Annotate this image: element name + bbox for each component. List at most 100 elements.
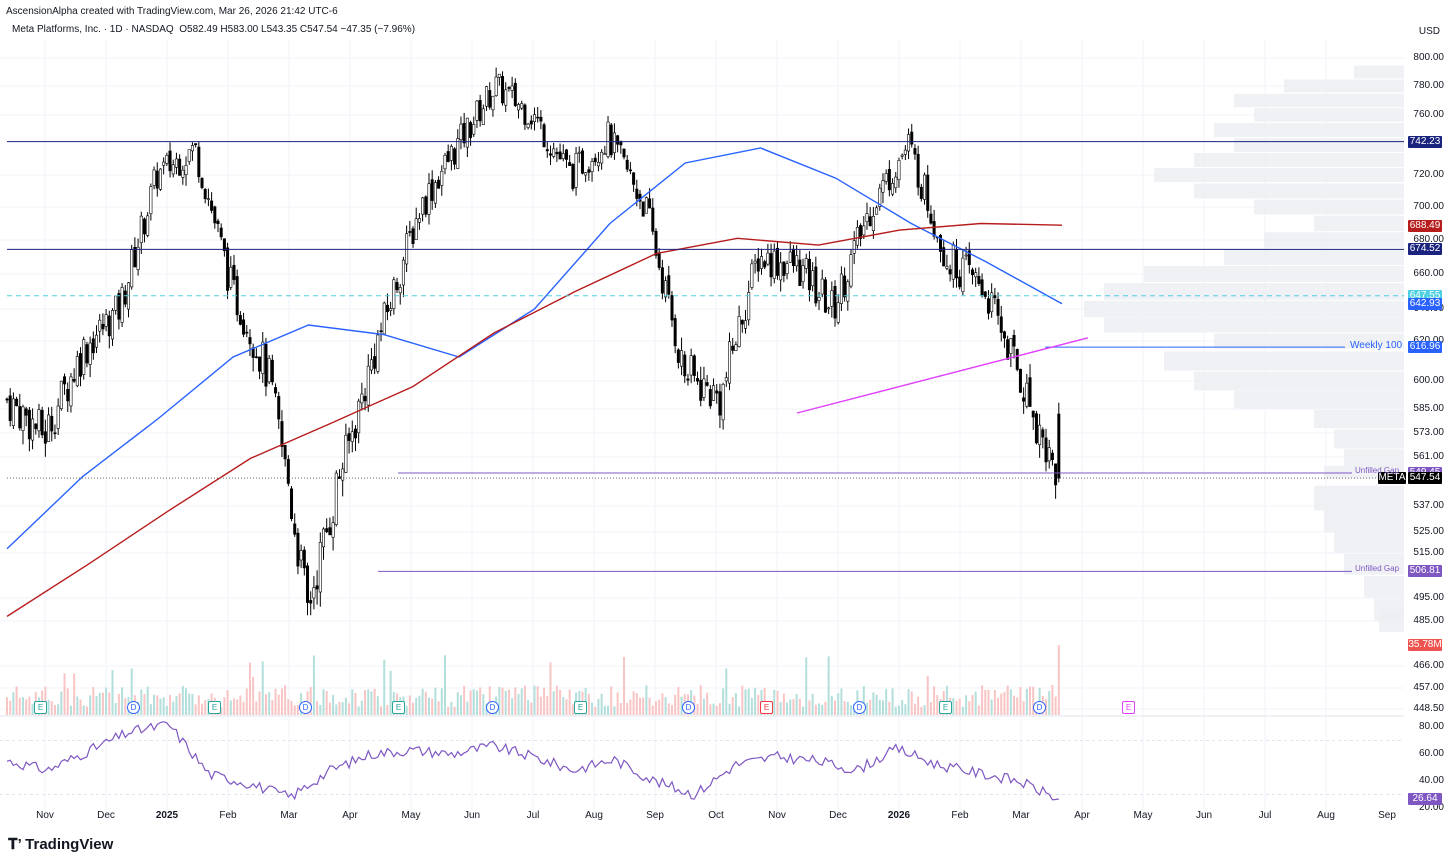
volume-bar: [277, 694, 280, 715]
volume-bar: [1009, 689, 1012, 715]
volume-bar: [718, 703, 721, 715]
candle-body: [939, 235, 943, 252]
volume-bar: [1006, 685, 1009, 715]
candle-body: [494, 76, 498, 96]
volume-bar: [114, 702, 117, 715]
volume-bar: [971, 695, 974, 715]
volume-bar: [786, 702, 789, 715]
volume-bar: [440, 688, 443, 715]
volume-bar: [475, 690, 478, 715]
volume-bar: [264, 694, 267, 715]
candle-body: [504, 89, 508, 106]
volume-profile-bar: [1334, 532, 1404, 553]
earnings-marker[interactable]: E: [208, 701, 221, 714]
candle-body: [814, 266, 818, 304]
candle-body: [817, 296, 821, 301]
volume-bar: [153, 694, 156, 715]
volume-bar: [875, 694, 878, 715]
candle-body: [24, 408, 28, 416]
dividend-marker[interactable]: D: [1033, 701, 1046, 714]
candle-body: [728, 341, 732, 384]
candle-body: [347, 433, 351, 441]
candle-body: [827, 307, 831, 310]
volume-bar: [968, 701, 971, 715]
earnings-marker[interactable]: E: [574, 701, 587, 714]
volume-bar: [482, 694, 485, 715]
candle-body: [69, 376, 73, 407]
volume-bar: [82, 705, 85, 715]
earnings-marker[interactable]: E: [760, 701, 773, 714]
volume-bar: [926, 675, 929, 715]
candle-body: [75, 356, 79, 387]
candle-body: [197, 146, 201, 178]
candle-body: [868, 216, 872, 227]
dividend-marker[interactable]: D: [127, 701, 140, 714]
candle-body: [168, 150, 172, 172]
volume-bar: [1048, 690, 1051, 715]
candle-body: [321, 528, 325, 548]
tradingview-logo[interactable]: 𝐓’ TradingView: [8, 836, 113, 853]
volume-profile-bar: [1194, 371, 1404, 391]
candle-body: [775, 247, 779, 276]
candle-body: [1031, 410, 1035, 418]
candle-body: [536, 116, 540, 119]
candle-body: [734, 344, 738, 352]
candle-body: [395, 282, 399, 291]
candle-body: [683, 354, 687, 377]
candle-body: [967, 250, 971, 265]
volume-bar: [450, 701, 453, 715]
time-axis-label: Nov: [768, 810, 786, 821]
volume-bar: [878, 699, 881, 715]
candle-body: [344, 434, 348, 473]
volume-bar: [744, 689, 747, 715]
time-axis-label: 2026: [887, 810, 911, 821]
time-axis-label: Feb: [219, 810, 237, 821]
earnings-marker[interactable]: E: [939, 701, 952, 714]
price-axis-label: 600.00: [1413, 375, 1444, 386]
volume-bar: [328, 702, 331, 715]
volume-bar: [632, 691, 635, 715]
dividend-marker[interactable]: D: [682, 701, 695, 714]
price-axis-label: 585.00: [1413, 403, 1444, 414]
candle-body: [539, 116, 543, 122]
volume-bar: [204, 700, 207, 715]
candle-body: [107, 315, 111, 337]
candle-body: [619, 140, 623, 146]
ohlc-values: O582.49 H583.00 L543.35 C547.54 −47.35 (…: [179, 24, 416, 35]
volume-bar: [734, 693, 737, 715]
candle-body: [686, 378, 690, 381]
volume-bar: [661, 693, 664, 715]
dividend-marker[interactable]: D: [299, 701, 312, 714]
time-axis-label: Apr: [1074, 810, 1090, 821]
volume-bar: [639, 697, 641, 715]
volume-bar: [271, 700, 274, 715]
candle-body: [376, 334, 380, 372]
price-tag: 674.52: [1408, 243, 1442, 256]
volume-bar: [149, 704, 152, 715]
candle-body: [206, 198, 210, 200]
dividend-marker[interactable]: D: [853, 701, 866, 714]
volume-bar: [629, 699, 632, 715]
candle-body: [788, 251, 792, 263]
earnings-marker[interactable]: E: [34, 701, 47, 714]
candle-body: [750, 263, 754, 288]
earnings-marker[interactable]: E: [392, 701, 405, 714]
volume-bar: [872, 692, 875, 715]
volume-bar: [121, 687, 124, 715]
volume-bar: [805, 657, 808, 715]
time-axis-label: Mar: [280, 810, 298, 821]
candle-body: [529, 120, 533, 125]
earnings-marker[interactable]: E: [1122, 701, 1135, 714]
candle-body: [187, 149, 191, 162]
candle-body: [401, 259, 405, 286]
candle-body: [657, 252, 661, 268]
dividend-marker[interactable]: D: [486, 701, 499, 714]
candle-body: [743, 320, 747, 329]
candle-body: [632, 172, 636, 185]
candle-body: [449, 146, 453, 161]
volume-profile-bar: [1364, 576, 1404, 598]
price-axis-label: 495.00: [1413, 592, 1444, 603]
candle-body: [53, 432, 57, 435]
candle-body: [651, 207, 655, 232]
